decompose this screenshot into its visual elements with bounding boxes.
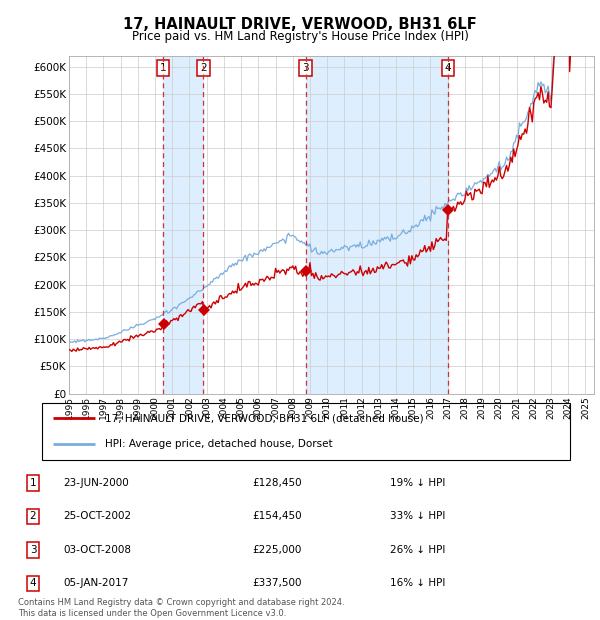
Text: 26% ↓ HPI: 26% ↓ HPI bbox=[390, 545, 445, 555]
Text: 1: 1 bbox=[29, 478, 37, 488]
Text: HPI: Average price, detached house, Dorset: HPI: Average price, detached house, Dors… bbox=[106, 439, 333, 449]
Text: Contains HM Land Registry data © Crown copyright and database right 2024.
This d: Contains HM Land Registry data © Crown c… bbox=[18, 598, 344, 618]
Text: 19% ↓ HPI: 19% ↓ HPI bbox=[390, 478, 445, 488]
Text: 4: 4 bbox=[445, 63, 451, 73]
Text: 33% ↓ HPI: 33% ↓ HPI bbox=[390, 512, 445, 521]
Text: 17, HAINAULT DRIVE, VERWOOD, BH31 6LF (detached house): 17, HAINAULT DRIVE, VERWOOD, BH31 6LF (d… bbox=[106, 414, 424, 423]
Text: 17, HAINAULT DRIVE, VERWOOD, BH31 6LF: 17, HAINAULT DRIVE, VERWOOD, BH31 6LF bbox=[123, 17, 477, 32]
Text: 2: 2 bbox=[200, 63, 207, 73]
Text: £154,450: £154,450 bbox=[252, 512, 302, 521]
Text: 03-OCT-2008: 03-OCT-2008 bbox=[63, 545, 131, 555]
Text: 25-OCT-2002: 25-OCT-2002 bbox=[63, 512, 131, 521]
Text: £225,000: £225,000 bbox=[252, 545, 301, 555]
Text: 2: 2 bbox=[29, 512, 37, 521]
Text: 4: 4 bbox=[29, 578, 37, 588]
Text: 3: 3 bbox=[29, 545, 37, 555]
Text: 23-JUN-2000: 23-JUN-2000 bbox=[63, 478, 129, 488]
Text: 05-JAN-2017: 05-JAN-2017 bbox=[63, 578, 128, 588]
Text: £337,500: £337,500 bbox=[252, 578, 302, 588]
Bar bbox=[305, 56, 448, 394]
Text: £128,450: £128,450 bbox=[252, 478, 302, 488]
Text: 1: 1 bbox=[160, 63, 166, 73]
Text: Price paid vs. HM Land Registry's House Price Index (HPI): Price paid vs. HM Land Registry's House … bbox=[131, 30, 469, 43]
Text: 16% ↓ HPI: 16% ↓ HPI bbox=[390, 578, 445, 588]
Text: 3: 3 bbox=[302, 63, 309, 73]
Bar bbox=[163, 56, 203, 394]
